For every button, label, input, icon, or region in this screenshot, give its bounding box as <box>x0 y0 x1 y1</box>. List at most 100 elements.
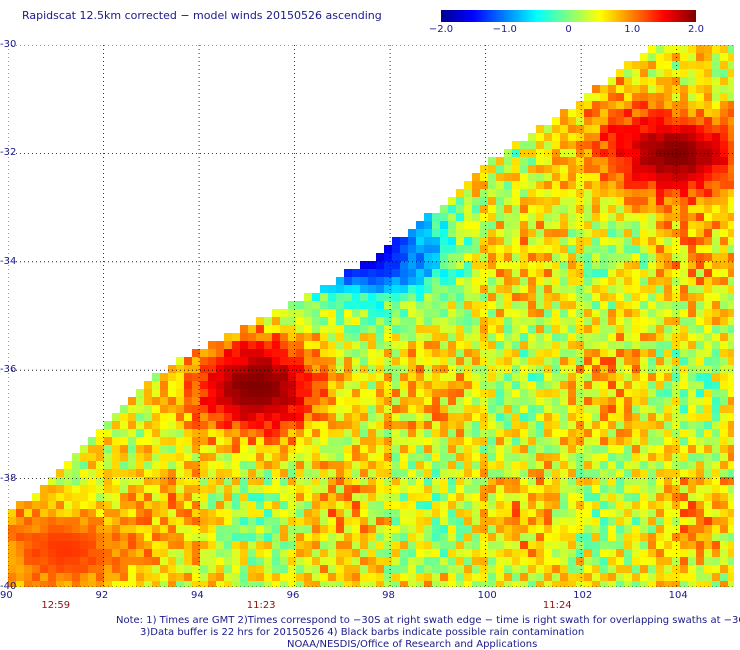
wind-cell <box>544 309 552 317</box>
wind-cell <box>352 445 360 453</box>
wind-cell <box>664 381 672 389</box>
wind-cell <box>624 221 632 229</box>
wind-cell <box>496 557 504 565</box>
wind-cell <box>464 261 472 269</box>
wind-cell <box>328 501 336 509</box>
wind-cell <box>144 541 152 549</box>
wind-cell <box>584 93 592 101</box>
wind-cell <box>584 357 592 365</box>
wind-cell <box>728 101 734 109</box>
wind-cell <box>584 221 592 229</box>
wind-cell <box>336 565 344 573</box>
wind-cell <box>304 317 312 325</box>
wind-cell <box>264 517 272 525</box>
wind-cell <box>376 325 384 333</box>
wind-cell <box>408 293 416 301</box>
wind-cell <box>424 557 432 565</box>
wind-cell <box>368 325 376 333</box>
wind-cell <box>680 85 688 93</box>
wind-cell <box>648 117 656 125</box>
wind-cell <box>240 509 248 517</box>
wind-cell <box>240 581 248 587</box>
wind-cell <box>592 581 600 587</box>
wind-cell <box>280 581 288 587</box>
wind-cell <box>208 357 216 365</box>
wind-cell <box>496 373 504 381</box>
wind-cell <box>552 269 560 277</box>
wind-cell <box>584 237 592 245</box>
wind-cell <box>608 317 616 325</box>
wind-cell <box>312 293 320 301</box>
wind-cell <box>168 397 176 405</box>
wind-cell <box>224 445 232 453</box>
wind-cell <box>536 157 544 165</box>
wind-cell <box>200 557 208 565</box>
wind-cell <box>664 85 672 93</box>
wind-cell <box>704 165 712 173</box>
wind-cell <box>424 429 432 437</box>
wind-cell <box>656 69 664 77</box>
wind-cell <box>512 397 520 405</box>
wind-cell <box>336 485 344 493</box>
wind-cell <box>472 261 480 269</box>
wind-cell <box>624 365 632 373</box>
wind-cell <box>272 517 280 525</box>
wind-cell <box>264 469 272 477</box>
wind-cell <box>464 309 472 317</box>
wind-cell <box>400 405 408 413</box>
wind-cell <box>568 197 576 205</box>
wind-cell <box>672 69 680 77</box>
wind-cell <box>424 301 432 309</box>
wind-cell <box>112 429 120 437</box>
wind-cell <box>128 397 136 405</box>
wind-cell <box>568 517 576 525</box>
wind-cell <box>688 453 696 461</box>
wind-cell <box>680 213 688 221</box>
wind-cell <box>608 269 616 277</box>
wind-cell <box>520 397 528 405</box>
wind-cell <box>656 125 664 133</box>
wind-cell <box>88 509 96 517</box>
wind-cell <box>72 581 80 587</box>
wind-cell <box>616 333 624 341</box>
wind-cell <box>584 541 592 549</box>
wind-cell <box>192 573 200 581</box>
wind-cell <box>696 581 704 587</box>
wind-cell <box>536 469 544 477</box>
wind-cell <box>232 549 240 557</box>
longitude-label: 92 <box>95 590 109 601</box>
wind-cell <box>648 285 656 293</box>
wind-cell <box>320 549 328 557</box>
wind-cell <box>328 405 336 413</box>
wind-cell <box>288 469 296 477</box>
wind-cell <box>440 325 448 333</box>
wind-cell <box>264 509 272 517</box>
wind-cell <box>408 581 416 587</box>
wind-cell <box>664 93 672 101</box>
wind-cell <box>368 453 376 461</box>
wind-cell <box>400 469 408 477</box>
wind-cell <box>728 197 734 205</box>
wind-cell <box>208 573 216 581</box>
wind-cell <box>424 309 432 317</box>
wind-cell <box>728 549 734 557</box>
wind-cell <box>504 173 512 181</box>
wind-cell <box>144 517 152 525</box>
wind-cell <box>416 501 424 509</box>
wind-cell <box>200 565 208 573</box>
wind-cell <box>136 565 144 573</box>
wind-cell <box>192 413 200 421</box>
wind-cell <box>256 461 264 469</box>
wind-cell <box>664 453 672 461</box>
wind-cell <box>696 445 704 453</box>
wind-cell <box>264 437 272 445</box>
wind-cell <box>472 517 480 525</box>
wind-cell <box>8 573 16 581</box>
wind-cell <box>232 341 240 349</box>
wind-cell <box>392 341 400 349</box>
longitude-label: 100 <box>477 590 497 601</box>
wind-cell <box>512 373 520 381</box>
wind-cell <box>24 557 32 565</box>
wind-cell <box>504 165 512 173</box>
wind-cell <box>584 397 592 405</box>
